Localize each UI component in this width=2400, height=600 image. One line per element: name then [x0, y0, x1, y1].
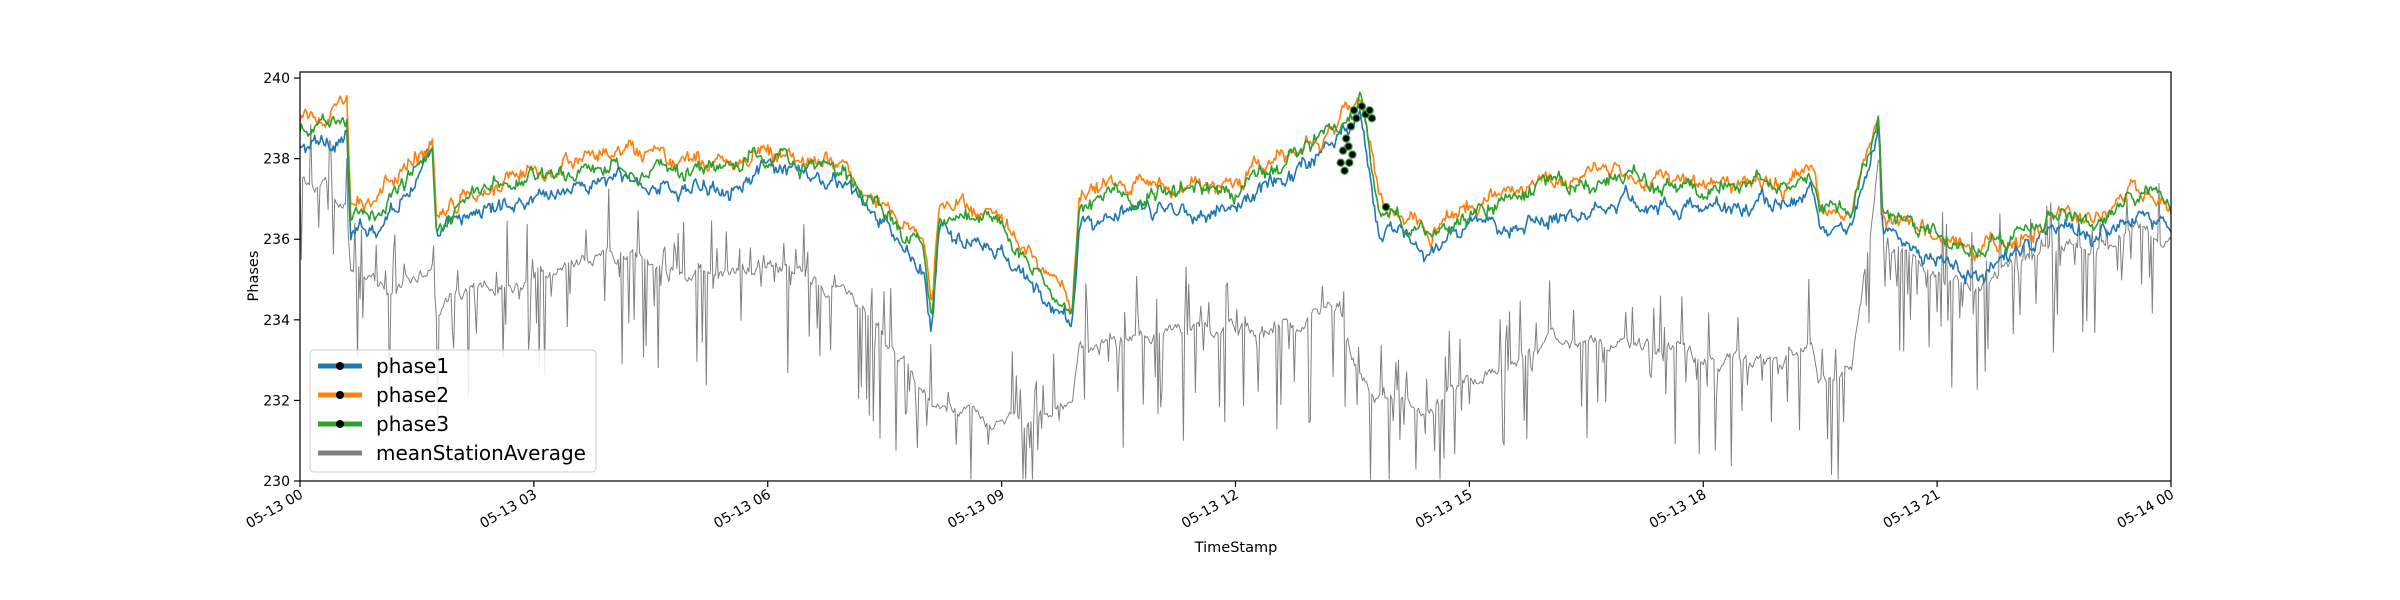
series-marker: [1336, 158, 1345, 167]
x-axis-title: TimeStamp: [1194, 540, 1278, 556]
series-marker: [1340, 166, 1349, 175]
series-layer: [299, 91, 2172, 480]
marker-layer: [1336, 102, 1391, 212]
x-tick-label: 05-13 12: [1179, 487, 1242, 532]
series-marker: [1349, 106, 1359, 115]
legend-box: [309, 349, 597, 473]
y-tick-label: 230: [263, 474, 290, 490]
x-tick-label: 05-13 15: [1413, 487, 1476, 532]
legend-label-meanStationAverage: meanStationAverage: [376, 441, 586, 465]
series-marker: [1344, 142, 1353, 151]
series-marker: [1352, 114, 1361, 123]
x-tick-label: 05-13 00: [243, 487, 306, 532]
x-tick-label: 05-13 21: [1881, 487, 1944, 532]
series-marker: [1338, 146, 1348, 155]
y-axis-title: Phases: [246, 251, 262, 302]
y-tick-label: 234: [263, 313, 290, 329]
y-tick-label: 240: [263, 71, 290, 87]
series-marker: [1357, 102, 1367, 111]
y-axis: 230 232 234 236 238 240: [263, 71, 300, 490]
legend-label-phase1: phase1: [376, 354, 449, 378]
y-tick-label: 238: [263, 152, 290, 168]
series-marker: [1381, 202, 1391, 212]
series-line-phase1: [299, 109, 2172, 333]
series-line-meanStationAverage: [299, 124, 2172, 480]
series-marker: [1367, 114, 1377, 123]
series-line-phase3: [299, 91, 2172, 315]
series-marker: [1348, 150, 1357, 159]
x-tick-label: 05-13 03: [477, 487, 540, 532]
legend-label-phase2: phase2: [376, 383, 449, 407]
legend-label-phase3: phase3: [376, 412, 449, 436]
legend-marker-phase3: [336, 420, 344, 428]
x-tick-label: 05-13 06: [711, 487, 774, 532]
legend-marker-phase2: [336, 391, 344, 399]
y-tick-label: 232: [263, 393, 290, 409]
series-marker: [1341, 134, 1351, 143]
series-marker: [1365, 106, 1374, 115]
x-tick-label: 05-14 00: [2114, 487, 2177, 532]
x-tick-label: 05-13 18: [1647, 487, 1710, 532]
legend: phase1 phase2 phase3 meanStationAverage: [309, 349, 597, 473]
series-marker: [1346, 122, 1356, 131]
y-tick-label: 236: [263, 232, 290, 248]
x-tick-label: 05-13 09: [945, 487, 1008, 532]
legend-marker-phase1: [336, 362, 344, 370]
x-axis: 05-13 00 05-13 03 05-13 06 05-13 09 05-13 12…: [243, 481, 2177, 532]
series-marker: [1345, 158, 1354, 167]
